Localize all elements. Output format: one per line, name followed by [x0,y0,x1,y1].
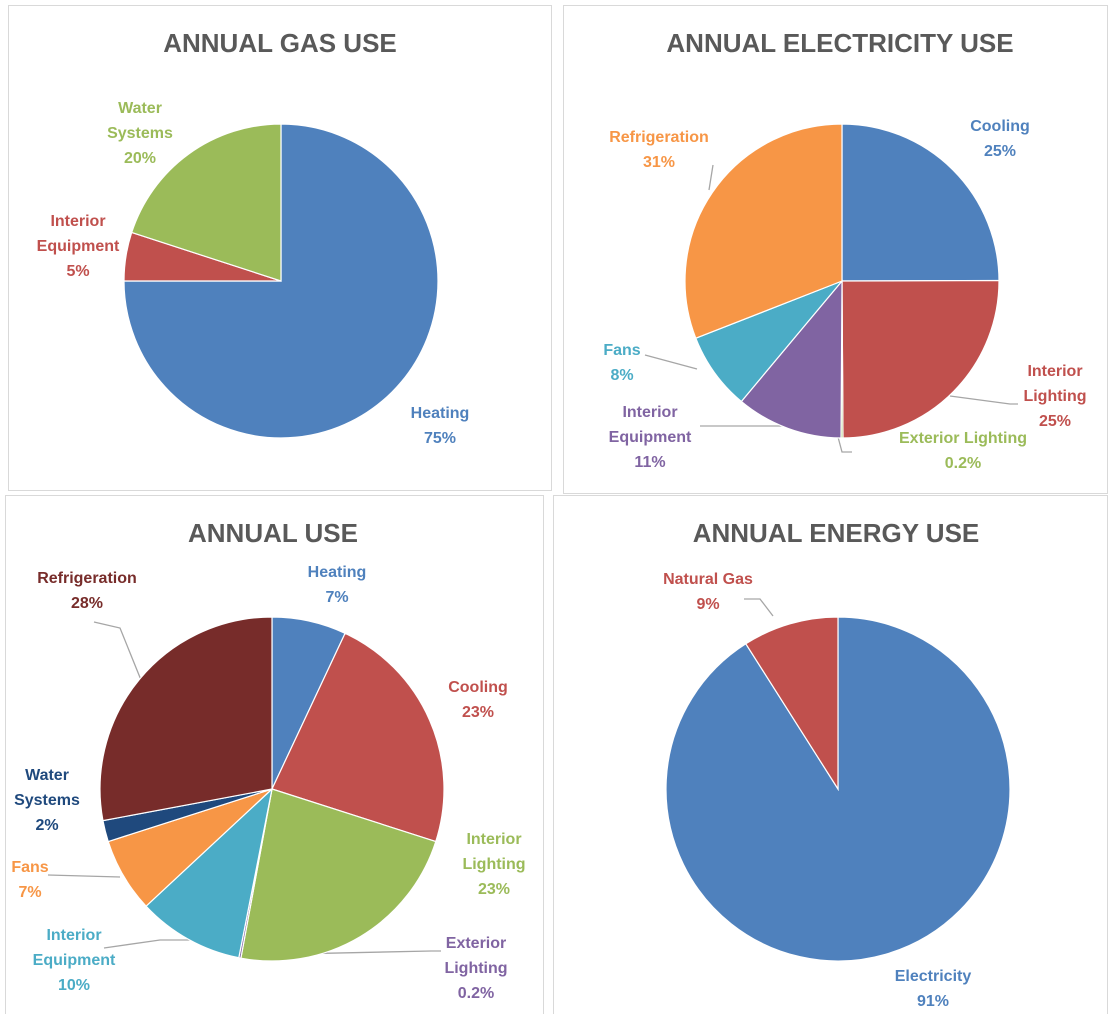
value-label: 31% [642,154,676,171]
value-label: 10% [57,977,91,994]
slice-label: Exterior Lighting 0.2% [436,931,516,1006]
slice-label: Heating 75% [380,401,500,451]
category-label: Fans [11,859,49,876]
pie-slice [99,616,273,822]
value-label: 5% [66,263,90,280]
slice-label: Fans 8% [592,338,652,388]
slice-label: Water Systems 20% [100,96,180,171]
panel-border [8,5,552,491]
leader-line [47,874,121,878]
category-label: Exterior Lighting [899,430,1027,447]
category-label: Exterior Lighting [444,935,508,977]
value-label: 2% [35,817,59,834]
category-label: Fans [603,342,641,359]
category-label: Interior Equipment [36,213,120,255]
value-label: 23% [477,881,511,898]
slice-label: Interior Lighting 23% [454,827,534,902]
value-label: 0.2% [944,455,982,472]
pie-slice [841,123,1000,282]
leader-line [93,621,142,681]
category-label: Heating [307,564,367,581]
slice-label: Cooling 23% [433,675,523,725]
value-label: 91% [916,993,950,1010]
slice-label: Refrigeration 31% [589,125,729,175]
category-label: Interior Equipment [32,927,116,969]
chart-title: ANNUAL ELECTRICITY USE [666,28,1014,58]
slice-label: Interior Equipment 10% [24,923,124,998]
category-label: Interior Equipment [608,404,692,446]
pie-slice [684,123,843,340]
slice-label: Cooling 25% [950,114,1050,164]
value-label: 11% [634,454,666,471]
category-label: Heating [410,405,470,422]
value-label: 75% [423,430,457,447]
slice-label: Natural Gas 9% [648,567,768,617]
value-label: 9% [696,596,720,613]
category-label: Water Systems [107,100,173,142]
pie-slice [665,616,1011,962]
value-label: 23% [461,704,495,721]
slice-label: Interior Equipment 5% [28,209,128,284]
slice-label: Water Systems 2% [7,763,87,838]
leader-line [837,436,852,453]
pie-slice [841,279,1000,439]
leader-line [744,598,774,617]
slice-label: Heating 7% [292,560,382,610]
slice-label: Fans 7% [5,855,55,905]
category-label: Refrigeration [609,129,709,146]
category-label: Water Systems [14,767,80,809]
pie-slice [145,787,273,959]
slice-label: Interior Equipment 11% [600,400,700,475]
leader-line [644,354,698,370]
category-label: Cooling [448,679,508,696]
value-label: 25% [1038,413,1072,430]
leader-line [708,164,714,191]
slice-label: Interior Lighting 25% [1015,359,1095,434]
category-label: Interior Lighting [462,831,526,873]
value-label: 8% [610,367,634,384]
value-label: 7% [18,884,42,901]
chart-title: ANNUAL GAS USE [163,28,397,58]
pie-slice [130,123,282,282]
value-label: 20% [123,150,157,167]
chart-title: ANNUAL USE [188,518,358,548]
pie-slice [271,632,445,843]
category-label: Electricity [894,968,972,985]
leader-line [949,395,1018,405]
value-label: 28% [70,595,104,612]
pie-slice [740,279,843,439]
value-label: 7% [325,589,349,606]
category-label: Natural Gas [663,571,753,588]
category-label: Refrigeration [37,570,137,587]
category-label: Cooling [970,118,1030,135]
chart-title: ANNUAL ENERGY USE [692,518,980,548]
slice-label: Electricity 91% [873,964,993,1014]
panel-border [5,495,544,1014]
pie-slice [745,616,839,792]
value-label: 25% [983,143,1017,160]
pie-slice [123,123,439,439]
pie-slice [240,788,437,962]
slice-label: Exterior Lighting 0.2% [878,426,1048,476]
value-label: 0.2% [457,985,495,1002]
slice-label: Refrigeration 28% [17,566,157,616]
category-label: Interior Lighting [1023,363,1087,405]
